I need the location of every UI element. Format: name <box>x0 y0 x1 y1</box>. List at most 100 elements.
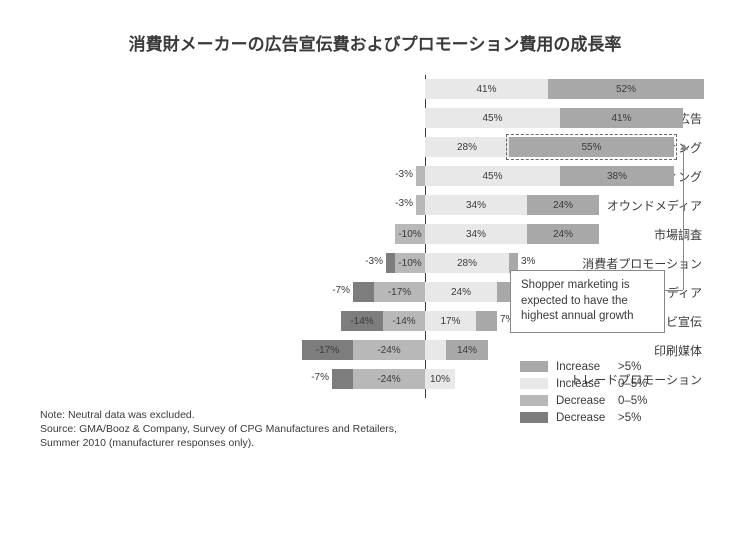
bar-segment-inc-0-5: 34% <box>425 195 527 215</box>
segment-label: 24% <box>553 200 573 211</box>
category-bars: 41% 52% <box>215 79 710 101</box>
segment-label: 3% <box>521 256 535 267</box>
bar-segment-dec-gt5: -17% <box>302 340 353 360</box>
legend-label: Increase <box>556 361 618 373</box>
segment-label: 24% <box>553 229 573 240</box>
category-row: ショッパーマー・ケティング28%55% <box>40 137 710 159</box>
legend-swatch <box>520 412 548 423</box>
segment-label: 41% <box>476 84 496 95</box>
legend-range: 0–5% <box>618 395 647 407</box>
segment-label: 41% <box>611 113 631 124</box>
bar-segment-dec-0-5: -3% <box>416 195 425 215</box>
legend-swatch <box>520 361 548 372</box>
segment-label: 14% <box>457 345 477 356</box>
bar-segment-inc-0-5: 28% <box>425 137 509 157</box>
bar-segment-inc-gt5: 24% <box>527 224 599 244</box>
chart-area: SNS41%52%インターネット広告45%41%ショッパーマー・ケティング28%… <box>40 75 710 400</box>
segment-label: 52% <box>616 84 636 95</box>
bar-segment-inc-gt5: 14% <box>446 340 488 360</box>
segment-label: -17% <box>388 287 411 298</box>
segment-label: 45% <box>482 113 502 124</box>
segment-label: 10% <box>430 374 450 385</box>
legend-swatch <box>520 395 548 406</box>
segment-label: -7% <box>332 285 350 296</box>
legend-label: Decrease <box>556 412 618 424</box>
segment-label: -3% <box>395 198 413 209</box>
callout-box: Shopper marketing is expected to have th… <box>510 270 665 333</box>
bar-segment-dec-0-5: -14% <box>383 311 425 331</box>
segment-label: 34% <box>466 200 486 211</box>
segment-label: 38% <box>607 171 627 182</box>
bar-segment-dec-0-5: -17% <box>374 282 425 302</box>
bar-segment-dec-gt5: -3% <box>386 253 395 273</box>
bar-segment-dec-gt5: -7% <box>353 282 374 302</box>
segment-label: -24% <box>377 345 400 356</box>
segment-label: -14% <box>392 316 415 327</box>
segment-label: -3% <box>365 256 383 267</box>
bar-segment-dec-0-5: -10% <box>395 224 425 244</box>
segment-label: 45% <box>482 171 502 182</box>
bar-segment-inc-0-5: 10% <box>425 369 455 389</box>
bar-segment-dec-gt5: -7% <box>332 369 353 389</box>
bar-segment-inc-0-5: 41% <box>425 79 548 99</box>
category-row: モバイルマーケティング-3%45%38% <box>40 166 710 188</box>
callout-connector-h <box>665 290 683 291</box>
category-bars: 28% 55% <box>215 137 710 159</box>
segment-label: -10% <box>398 258 421 269</box>
bar-segment-inc-0-5: 17% <box>425 311 476 331</box>
segment-label: 28% <box>457 142 477 153</box>
bar-segment-inc-0-5: 34% <box>425 224 527 244</box>
bar-segment-dec-gt5: -14% <box>341 311 383 331</box>
segment-label: -14% <box>350 316 373 327</box>
note-line-3: Summer 2010 (manufacturer responses only… <box>40 436 710 450</box>
category-row: SNS41%52% <box>40 79 710 101</box>
legend-swatch <box>520 378 548 389</box>
legend-range: >5% <box>618 361 641 373</box>
bar-segment-dec-0-5: -24% <box>353 369 425 389</box>
legend-label: Decrease <box>556 395 618 407</box>
segment-label: 28% <box>457 258 477 269</box>
bar-segment-inc-0-5: 28% <box>425 253 509 273</box>
bar-segment-inc-gt5: 24% <box>527 195 599 215</box>
segment-label: 55% <box>581 142 601 153</box>
bar-segment-inc-gt5: 41% <box>560 108 683 128</box>
category-bars: 45% 41% <box>215 108 710 130</box>
bar-segment-inc-gt5: 55% <box>509 137 674 157</box>
category-row: 市場調査-10%34%24% <box>40 224 710 246</box>
category-row: インターネット広告45%41% <box>40 108 710 130</box>
bar-segment-inc-0-5: 24% <box>425 282 497 302</box>
legend: Increase>5%Increase0–5%Decrease0–5%Decre… <box>520 358 647 426</box>
segment-label: -3% <box>395 169 413 180</box>
bar-segment-dec-0-5: -24% <box>353 340 425 360</box>
bar-segment-dec-0-5: -3% <box>416 166 425 186</box>
bar-segment-dec-0-5: -10% <box>395 253 425 273</box>
segment-label: -24% <box>377 374 400 385</box>
legend-item: Increase>5% <box>520 358 647 375</box>
legend-range: >5% <box>618 412 641 424</box>
legend-item: Decrease0–5% <box>520 392 647 409</box>
category-row: オウンドメディア-3%34%24% <box>40 195 710 217</box>
segment-label: -10% <box>398 229 421 240</box>
callout-connector <box>683 147 684 290</box>
segment-label: 17% <box>440 316 460 327</box>
segment-label: -17% <box>316 345 339 356</box>
segment-label: 24% <box>451 287 471 298</box>
segment-label: -7% <box>311 372 329 383</box>
legend-item: Decrease>5% <box>520 409 647 426</box>
legend-label: Increase <box>556 378 618 390</box>
bar-segment-inc-0-5: 7% <box>425 340 446 360</box>
chart-title: 消費財メーカーの広告宣伝費およびプロモーション費用の成長率 <box>40 30 710 55</box>
legend-item: Increase0–5% <box>520 375 647 392</box>
category-bars: -3% 45% 38% <box>215 166 710 188</box>
bar-segment-inc-0-5: 45% <box>425 166 560 186</box>
category-bars: -3% 34% 24% <box>215 195 710 217</box>
callout-arrow-tip <box>680 144 688 150</box>
bar-segment-inc-gt5: 52% <box>548 79 704 99</box>
bar-segment-inc-gt5: 7% <box>476 311 497 331</box>
bar-segment-inc-0-5: 45% <box>425 108 560 128</box>
category-bars: -10% 34% 24% <box>215 224 710 246</box>
page: 消費財メーカーの広告宣伝費およびプロモーション費用の成長率 SNS41%52%イ… <box>0 0 750 539</box>
legend-range: 0–5% <box>618 378 647 390</box>
bar-segment-inc-gt5: 38% <box>560 166 674 186</box>
segment-label: 34% <box>466 229 486 240</box>
